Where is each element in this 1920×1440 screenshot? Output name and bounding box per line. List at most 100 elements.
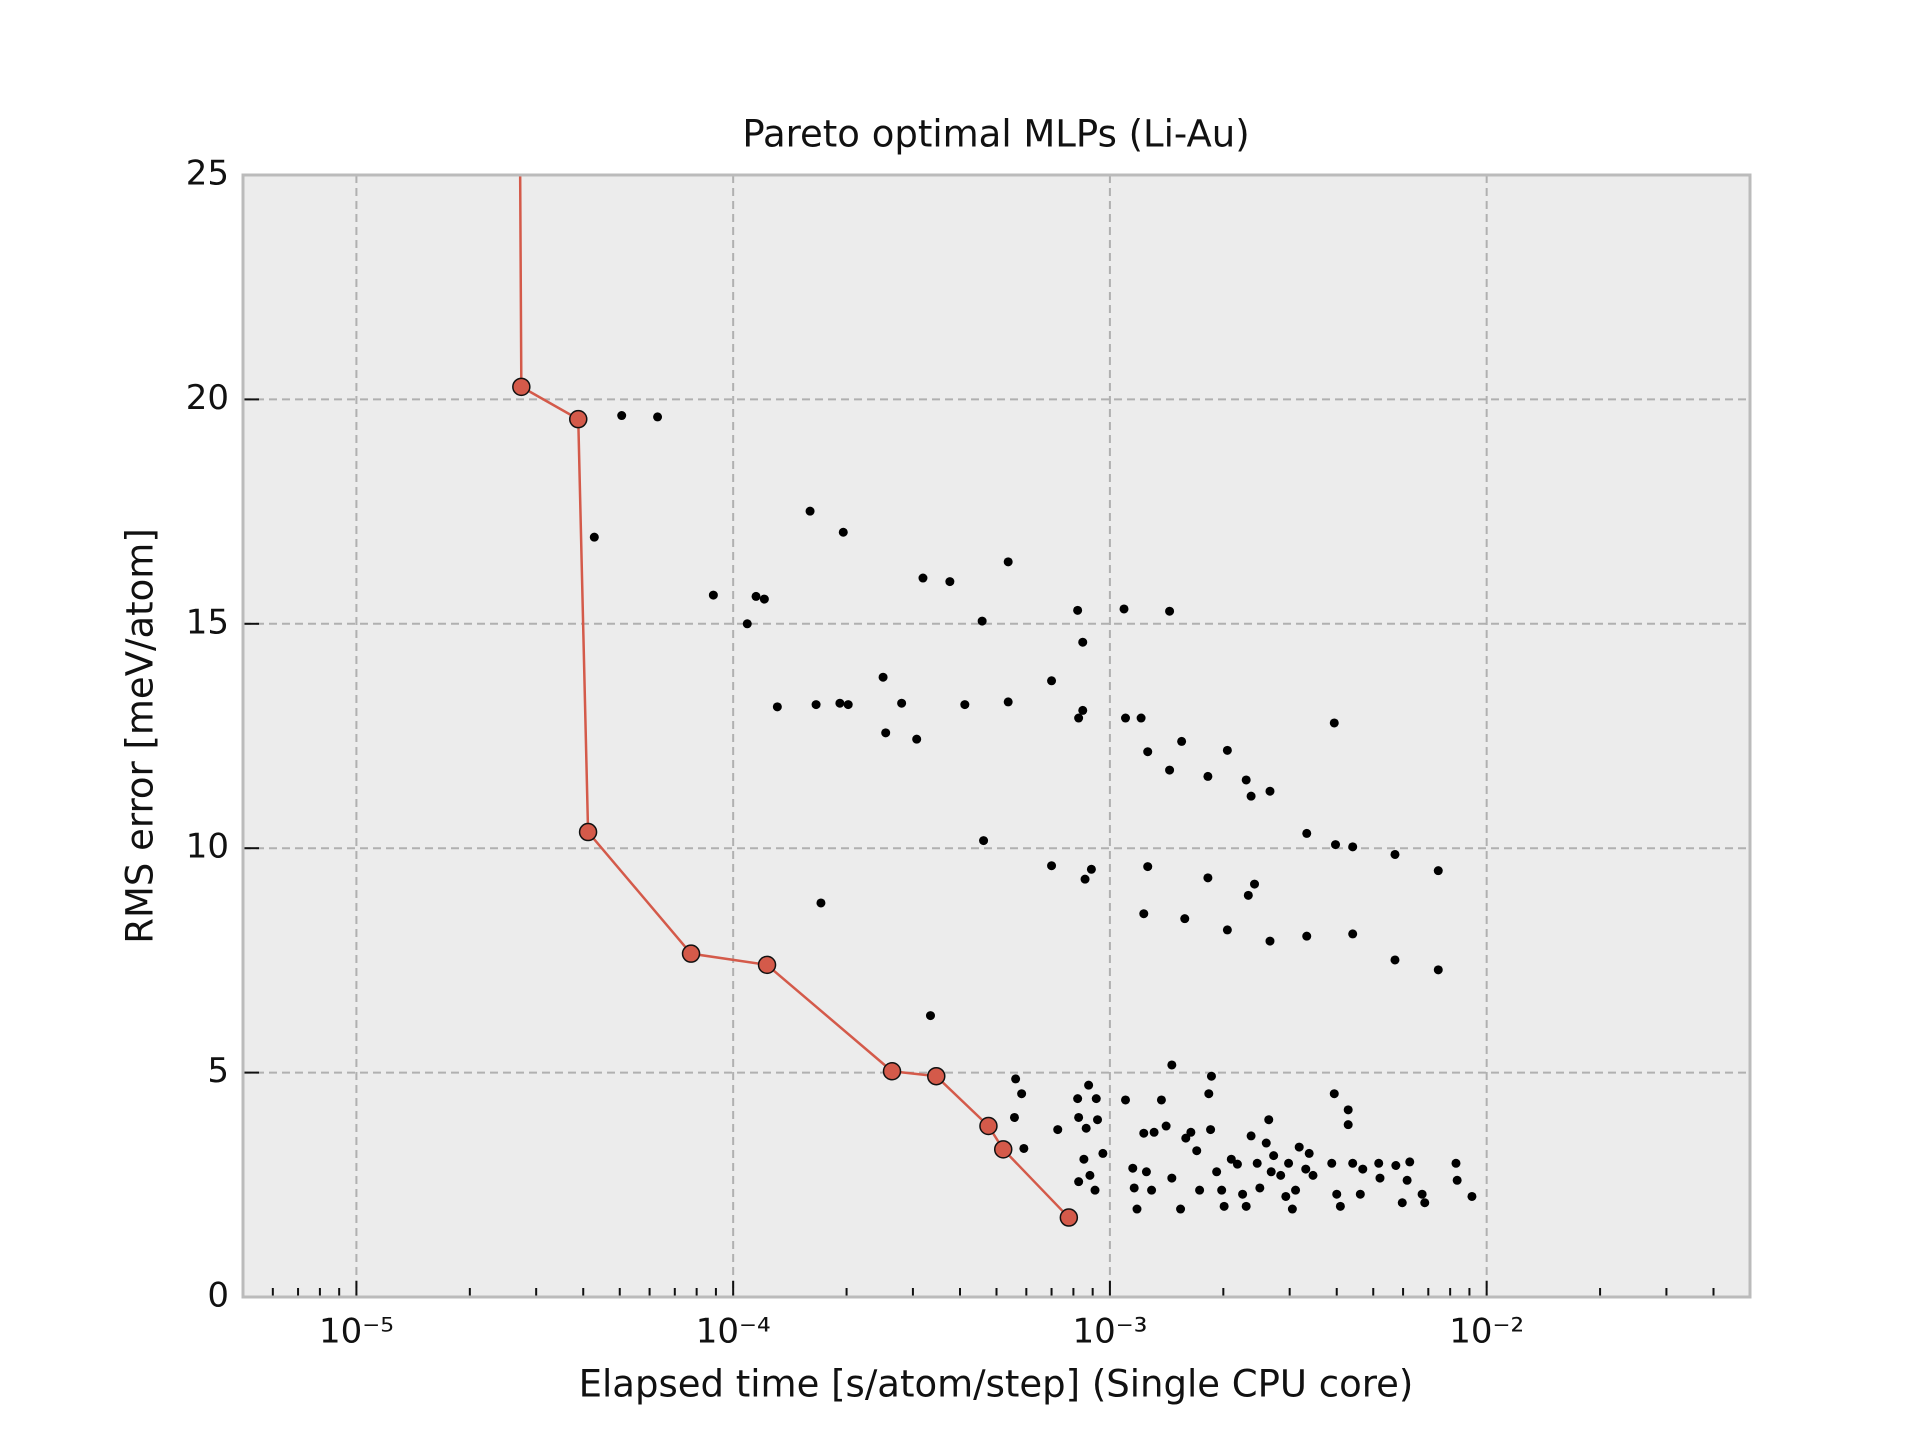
point — [1132, 1204, 1142, 1214]
plot-area — [243, 175, 1750, 1297]
point — [1390, 849, 1400, 859]
point — [1335, 1201, 1345, 1211]
point — [1176, 1204, 1186, 1214]
pareto-point — [927, 1066, 946, 1086]
point — [742, 619, 752, 629]
point — [1141, 1167, 1151, 1177]
point — [1078, 705, 1088, 715]
point — [1073, 605, 1083, 615]
point — [1165, 606, 1175, 616]
point — [1128, 1163, 1138, 1173]
point — [1019, 1143, 1029, 1153]
point — [1011, 1074, 1021, 1084]
point — [1255, 1183, 1265, 1193]
point — [1358, 1164, 1368, 1174]
point — [960, 700, 970, 710]
point — [1217, 1185, 1227, 1195]
point — [1304, 1148, 1314, 1158]
point — [759, 594, 769, 604]
point — [1073, 1094, 1083, 1104]
pareto-point — [578, 822, 598, 842]
point — [1003, 557, 1013, 567]
point — [1343, 1120, 1353, 1130]
point — [1129, 1183, 1139, 1193]
point — [838, 527, 848, 537]
x-axis-label: Elapsed time [s/atom/step] (Single CPU c… — [579, 1363, 1414, 1406]
point — [1302, 931, 1312, 941]
point — [1269, 1151, 1279, 1161]
point — [1243, 890, 1253, 900]
point — [1451, 1158, 1461, 1168]
point — [1078, 637, 1088, 647]
pareto-point — [1059, 1208, 1079, 1227]
point — [1348, 1158, 1358, 1168]
point — [1161, 1121, 1171, 1131]
plot-content — [512, 175, 1477, 1227]
y-tick-label: 0 — [207, 1276, 229, 1316]
point — [1390, 955, 1400, 965]
point — [1204, 1089, 1214, 1099]
point — [1287, 1204, 1297, 1214]
x-tick-label: 10⁻⁴ — [696, 1312, 771, 1352]
point — [805, 506, 815, 516]
point — [1348, 842, 1358, 852]
point — [1467, 1191, 1477, 1201]
pareto-point — [882, 1062, 902, 1081]
point — [1136, 713, 1146, 723]
point — [1206, 1071, 1216, 1081]
point — [1091, 1094, 1101, 1104]
point — [1180, 914, 1190, 924]
point — [912, 734, 922, 744]
point — [1139, 1128, 1149, 1138]
point — [1284, 1158, 1294, 1168]
point — [617, 411, 627, 421]
point — [1219, 1201, 1229, 1211]
point — [1433, 965, 1443, 975]
point — [1265, 786, 1275, 796]
point — [1261, 1138, 1271, 1148]
point — [1143, 862, 1153, 872]
point — [1086, 864, 1096, 874]
point — [1203, 873, 1213, 883]
point — [897, 698, 907, 708]
point — [1246, 791, 1256, 801]
y-tick-label: 25 — [186, 154, 229, 194]
point — [1203, 771, 1213, 781]
point — [1003, 697, 1013, 707]
point — [1149, 1127, 1159, 1137]
point — [1081, 1123, 1091, 1133]
point — [1264, 1115, 1274, 1125]
point — [1181, 1133, 1191, 1143]
point — [1047, 676, 1057, 686]
point — [1355, 1189, 1365, 1199]
point — [925, 1011, 935, 1021]
point — [653, 412, 663, 422]
point — [1085, 1170, 1095, 1180]
pareto-point — [569, 409, 588, 429]
point — [1420, 1198, 1430, 1208]
point — [1165, 765, 1175, 775]
x-tick-label: 10⁻³ — [1072, 1312, 1147, 1352]
point — [918, 573, 928, 583]
point — [1226, 1154, 1236, 1164]
point — [1281, 1191, 1291, 1201]
y-tick-label: 20 — [186, 378, 229, 418]
point — [1053, 1125, 1063, 1135]
point — [816, 898, 826, 908]
pareto-point — [757, 955, 777, 975]
point — [1433, 866, 1443, 876]
pareto-point — [993, 1140, 1013, 1159]
point — [1009, 1112, 1019, 1122]
point — [835, 698, 845, 708]
point — [1241, 1201, 1251, 1211]
point — [1332, 1189, 1342, 1199]
point — [1156, 1095, 1166, 1105]
point — [1232, 1159, 1242, 1169]
point — [1250, 879, 1260, 889]
point — [1375, 1173, 1385, 1183]
point — [1402, 1175, 1412, 1185]
point — [772, 702, 782, 712]
point — [1143, 747, 1153, 757]
